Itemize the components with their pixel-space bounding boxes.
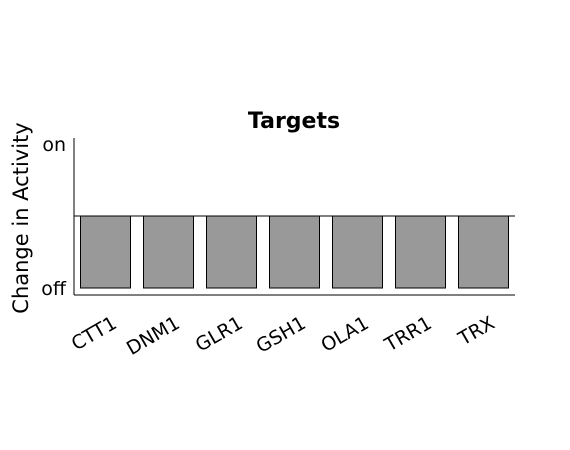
x-tick-label: GLR1: [192, 312, 247, 356]
bar: [457, 215, 510, 289]
x-tick-label: TRR1: [380, 312, 435, 357]
x-tick-label: DNM1: [123, 312, 184, 360]
y-tick-label: on: [42, 134, 66, 156]
bar: [142, 215, 195, 289]
x-tick-label: OLA1: [317, 312, 372, 357]
y-axis-label: Change in Activity: [9, 122, 33, 313]
x-tick-label: GSH1: [253, 312, 310, 358]
x-tick-label: CTT1: [68, 312, 121, 355]
bar: [268, 215, 321, 289]
bar: [205, 215, 258, 289]
x-tick-label: TRX: [454, 312, 499, 350]
bar: [331, 215, 384, 289]
bar: [79, 215, 132, 289]
y-tick-label: off: [41, 278, 67, 300]
bar: [394, 215, 447, 289]
plot-area: off on CTT1 DNM1 GLR1 GSH1 OLA1 TRR1 TRX: [41, 134, 515, 360]
chart-title: Targets: [248, 109, 340, 134]
